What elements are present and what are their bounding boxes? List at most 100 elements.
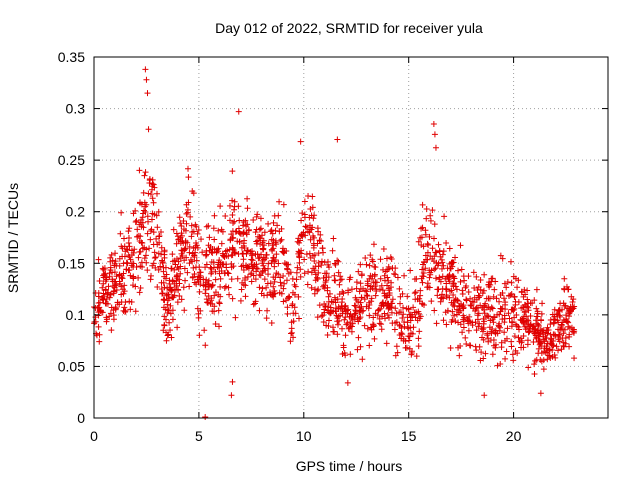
data-point — [132, 283, 139, 290]
data-point — [254, 211, 261, 218]
data-point — [228, 392, 235, 399]
data-point — [214, 246, 221, 253]
data-point — [471, 294, 478, 301]
data-point — [394, 349, 401, 356]
data-point — [272, 290, 279, 297]
data-point — [460, 305, 467, 312]
data-point — [372, 283, 379, 290]
data-point — [473, 304, 480, 311]
data-point — [236, 230, 243, 237]
data-point — [453, 286, 460, 293]
data-point — [502, 355, 509, 362]
data-point — [227, 237, 234, 244]
data-point — [212, 289, 219, 296]
data-point — [293, 276, 300, 283]
data-point — [160, 264, 167, 271]
data-point — [280, 285, 287, 292]
data-point — [163, 271, 170, 278]
data-point — [268, 246, 275, 253]
data-point — [202, 413, 209, 420]
data-point — [431, 266, 438, 273]
data-point — [162, 316, 169, 323]
data-point — [386, 287, 393, 294]
data-point — [527, 321, 534, 328]
data-point — [192, 264, 199, 271]
data-point — [238, 263, 245, 270]
data-point — [451, 312, 458, 319]
data-point — [202, 264, 209, 271]
data-point — [186, 243, 193, 250]
data-point — [342, 302, 349, 309]
data-point — [188, 233, 195, 240]
data-point — [126, 298, 133, 305]
data-point — [315, 269, 322, 276]
data-point — [291, 281, 298, 288]
data-point — [342, 314, 349, 321]
data-point — [240, 240, 247, 247]
data-point — [143, 76, 150, 83]
data-point — [244, 263, 251, 270]
data-point — [492, 341, 499, 348]
data-point — [265, 265, 272, 272]
data-point — [179, 252, 186, 259]
data-point — [229, 244, 236, 251]
data-point — [520, 304, 527, 311]
data-point — [154, 224, 161, 231]
data-point — [349, 320, 356, 327]
data-point — [402, 344, 409, 351]
data-point — [300, 229, 307, 236]
data-point — [139, 245, 146, 252]
data-point — [457, 343, 464, 350]
data-point — [198, 236, 205, 243]
data-point — [306, 250, 313, 257]
data-point — [538, 317, 545, 324]
data-point — [433, 249, 440, 256]
data-point — [474, 287, 481, 294]
data-point — [362, 254, 369, 261]
data-point — [545, 352, 552, 359]
data-point — [314, 314, 321, 321]
data-point — [188, 222, 195, 229]
data-point — [494, 362, 501, 369]
data-point — [492, 278, 499, 285]
data-point — [519, 316, 526, 323]
data-point — [211, 212, 218, 219]
data-point — [502, 337, 509, 344]
data-point — [310, 232, 317, 239]
data-point — [263, 315, 270, 322]
data-point — [401, 272, 408, 279]
data-point — [422, 227, 429, 234]
data-point — [473, 347, 480, 354]
data-point — [145, 190, 152, 197]
data-point — [397, 309, 404, 316]
data-point — [232, 314, 239, 321]
data-point — [321, 270, 328, 277]
y-tick-label: 0.05 — [58, 358, 85, 374]
data-point — [423, 205, 430, 212]
data-point — [437, 253, 444, 260]
data-point — [164, 285, 171, 292]
data-point — [134, 233, 141, 240]
data-point — [438, 265, 445, 272]
data-point — [530, 338, 537, 345]
data-point — [160, 304, 167, 311]
data-point — [525, 364, 532, 371]
data-point — [152, 264, 159, 271]
data-point — [252, 276, 259, 283]
data-point — [145, 126, 152, 133]
data-point — [107, 258, 114, 265]
data-point — [128, 247, 135, 254]
data-point — [253, 268, 260, 275]
data-point — [436, 247, 443, 254]
data-point — [316, 302, 323, 309]
data-point — [257, 272, 264, 279]
data-point — [343, 321, 350, 328]
data-point — [206, 247, 213, 254]
data-point — [191, 279, 198, 286]
data-point — [544, 349, 551, 356]
data-point — [194, 305, 201, 312]
data-point — [161, 313, 168, 320]
data-point — [280, 298, 287, 305]
data-point — [361, 296, 368, 303]
data-point — [318, 313, 325, 320]
